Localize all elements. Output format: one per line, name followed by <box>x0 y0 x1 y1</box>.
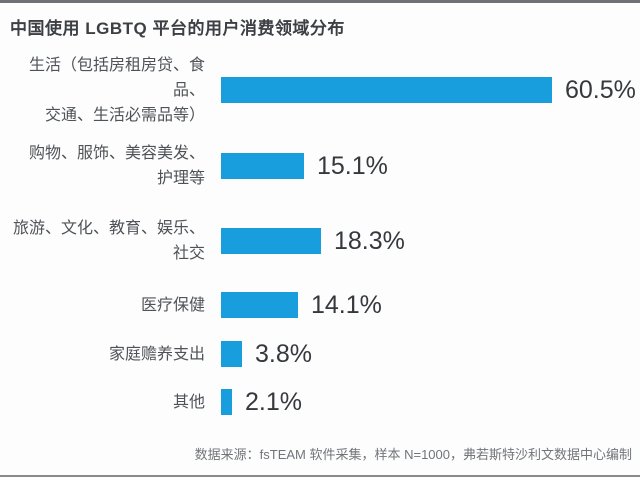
bar-other <box>221 389 232 415</box>
category-label-line: 购物、服饰、美容美发、 <box>28 145 205 162</box>
value-label: 2.1% <box>245 388 302 416</box>
chart-row-life: 生活（包括房租房贷、食品、 交通、生活必需品等） 60.5% <box>0 57 640 124</box>
bar-healthcare <box>221 292 298 318</box>
category-label-line: 生活（包括房租房贷、食品、 <box>28 56 205 99</box>
category-label-line: 其他 <box>172 393 205 411</box>
category-label: 购物、服饰、美容美发、 护理等 <box>0 141 205 191</box>
bar-travel <box>221 228 321 254</box>
top-border-rule <box>0 0 640 3</box>
chart-title: 中国使用 LGBTQ 平台的用户消费领域分布 <box>10 19 345 38</box>
category-label-line: 社交 <box>172 245 205 262</box>
chart-row-healthcare: 医疗保健 14.1% <box>0 285 640 325</box>
value-label: 60.5% <box>565 76 636 104</box>
chart-row-travel: 旅游、文化、教育、娱乐、 社交 18.3% <box>0 209 640 273</box>
category-label-line: 交通、生活必需品等） <box>44 106 205 124</box>
source-note: 数据来源：fsTEAM 软件采集，样本 N=1000，弗若斯特沙利文数据中心编制 <box>194 447 632 462</box>
category-label: 其他 <box>0 390 205 415</box>
category-label: 旅游、文化、教育、娱乐、 社交 <box>0 216 205 266</box>
value-label: 18.3% <box>334 227 405 255</box>
chart-row-family-support: 家庭赡养支出 3.8% <box>0 334 640 374</box>
bar-shopping <box>221 153 304 179</box>
category-label: 生活（包括房租房贷、食品、 交通、生活必需品等） <box>0 53 205 128</box>
category-label: 家庭赡养支出 <box>0 342 205 367</box>
value-label: 14.1% <box>311 291 382 319</box>
category-label-line: 护理等 <box>156 170 205 187</box>
chart-row-other: 其他 2.1% <box>0 382 640 422</box>
value-label: 3.8% <box>255 340 312 368</box>
category-label: 医疗保健 <box>0 293 205 318</box>
value-label: 15.1% <box>317 152 388 180</box>
category-label-line: 旅游、文化、教育、娱乐、 <box>12 220 205 237</box>
category-label-line: 医疗保健 <box>140 296 205 314</box>
bottom-border-rule <box>0 475 640 477</box>
bar-life <box>221 77 552 103</box>
bar-family-support <box>221 341 242 367</box>
chart-row-shopping: 购物、服饰、美容美发、 护理等 15.1% <box>0 134 640 198</box>
category-label-line: 家庭赡养支出 <box>108 345 205 363</box>
